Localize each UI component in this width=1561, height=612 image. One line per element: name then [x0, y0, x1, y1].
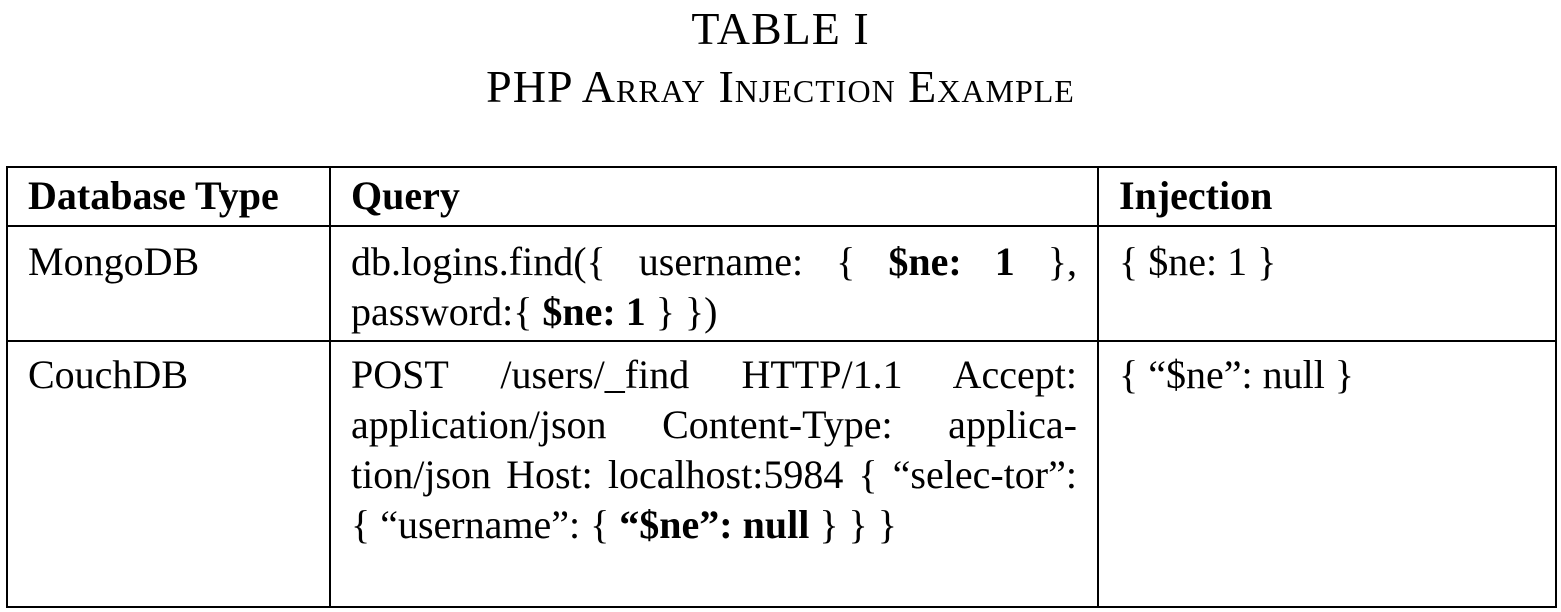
header-query: Query [329, 166, 1099, 227]
query-payload: $ne: 1 [542, 289, 646, 334]
query-text: } }) [645, 289, 718, 334]
injection-table: Database Type Query Injection MongoDB db… [6, 166, 1557, 608]
header-database-type: Database Type [6, 166, 331, 227]
cell-query: db.logins.find({ username: { $ne: 1 }, p… [329, 225, 1099, 342]
table-title: PHP Array Injection Example [486, 61, 1075, 112]
cell-injection: { “$ne”: null } [1097, 340, 1557, 608]
query-payload: $ne: 1 [888, 239, 1015, 284]
cell-query: POST /users/_find HTTP/1.1 Accept: appli… [329, 340, 1099, 608]
query-payload: “$ne”: null [619, 502, 810, 547]
cell-database-type: CouchDB [6, 340, 331, 608]
table-row: CouchDB POST /users/_find HTTP/1.1 Accep… [6, 340, 1557, 608]
header-injection: Injection [1097, 166, 1557, 227]
query-text: POST /users/_find HTTP/1.1 Accept: appli… [351, 352, 1077, 547]
query-text: }, password:{ [351, 239, 1077, 334]
cell-database-type: MongoDB [6, 225, 331, 342]
table-header-row: Database Type Query Injection [6, 166, 1557, 227]
table-row: MongoDB db.logins.find({ username: { $ne… [6, 225, 1557, 342]
table-number: TABLE I [691, 3, 870, 54]
query-text: db.logins.find({ username: { [351, 239, 889, 284]
query-text: } } } [809, 502, 897, 547]
cell-injection: { $ne: 1 } [1097, 225, 1557, 342]
